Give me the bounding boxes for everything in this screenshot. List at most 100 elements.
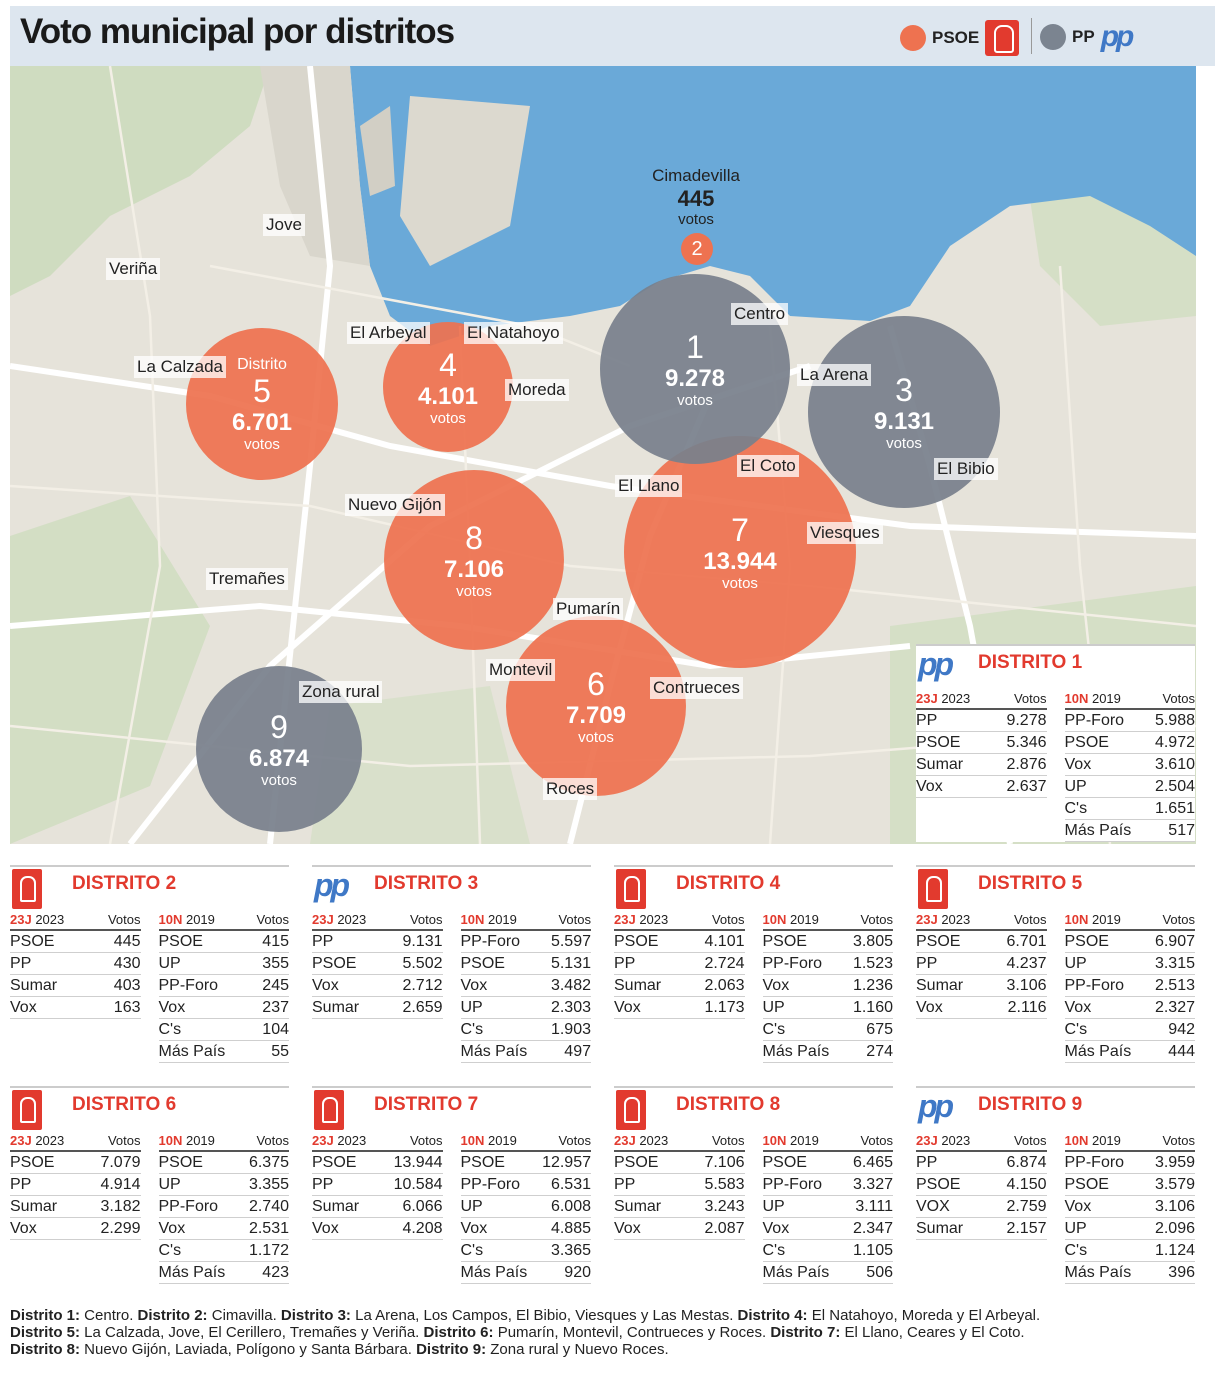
table-row: PSOE 4.101 xyxy=(614,931,745,953)
election-tag: 23J xyxy=(312,1133,334,1148)
legend-divider xyxy=(1031,18,1032,54)
column-election: 10N 2019 xyxy=(158,1133,215,1148)
party-name: PSOE xyxy=(614,1153,659,1171)
party-votes: 10.584 xyxy=(393,1175,443,1193)
election-tag: 10N xyxy=(158,912,183,927)
election-tag: 23J xyxy=(10,912,32,927)
table-row: Vox 2.299 xyxy=(10,1218,141,1240)
district-3-unit: votos xyxy=(886,434,922,452)
table-row: PP 9.131 xyxy=(312,931,443,953)
table-row: PP 5.583 xyxy=(614,1174,745,1196)
column-votes-label: Votos xyxy=(107,1133,141,1148)
district-table: DISTRITO 5 23J 2023 Votos PSOE 6.701 PP 4.237 S… xyxy=(916,865,1195,1063)
table-title: DISTRITO 3 xyxy=(374,873,479,894)
party-name: PSOE xyxy=(460,954,505,972)
party-votes: 5.502 xyxy=(402,954,443,972)
column-votes-label: Votos xyxy=(409,912,443,927)
footnote-value: El Natahoyo, Moreda y El Arbeyal. xyxy=(807,1307,1041,1324)
column-votes-label: Votos xyxy=(1013,691,1047,706)
footnote-value: Nuevo Gijón, Laviada, Polígono y Santa B… xyxy=(80,1341,417,1358)
party-votes: 3.106 xyxy=(1154,1197,1195,1215)
place-label: Zona rural xyxy=(299,681,383,703)
district-table: DISTRITO 7 23J 2023 Votos PSOE 13.944 PP 10.58… xyxy=(312,1086,591,1284)
party-votes: 2.299 xyxy=(100,1219,141,1237)
table-row: Vox 2.712 xyxy=(312,975,443,997)
column-votes-label: Votos xyxy=(1162,691,1195,706)
party-name: PP-Foro xyxy=(460,932,521,950)
table-row: Más País 517 xyxy=(1064,820,1195,842)
party-votes: 3.482 xyxy=(550,976,591,994)
column-header: 10N 2019 Votos xyxy=(158,1130,289,1152)
party-votes: 2.087 xyxy=(704,1219,745,1237)
table-row: Más País 396 xyxy=(1064,1262,1195,1284)
footnote-key: Distrito 9: xyxy=(416,1341,487,1358)
party-votes: 1.903 xyxy=(550,1020,591,1038)
party-name: PP-Foro xyxy=(460,1175,521,1193)
party-votes: 6.907 xyxy=(1154,932,1195,950)
party-votes: 2.759 xyxy=(1006,1197,1047,1215)
party-name: PSOE xyxy=(1064,1175,1109,1193)
column-election: 23J 2023 xyxy=(614,912,669,927)
table-row: C's 1.172 xyxy=(158,1240,289,1262)
district-4-unit: votos xyxy=(430,409,466,427)
party-name: Vox xyxy=(158,998,186,1016)
district-3-votes: 9.131 xyxy=(873,407,935,435)
right-column: 10N 2019 Votos PSOE 6.465 PP-Foro 3.327 UP 3.11… xyxy=(762,1130,893,1284)
district-7-number: 7 xyxy=(731,511,749,548)
party-name: C's xyxy=(1064,1241,1088,1259)
table-row: PP 9.278 xyxy=(916,710,1047,732)
table-row: PSOE 415 xyxy=(158,931,289,953)
footnote-key: Distrito 7: xyxy=(770,1324,841,1341)
party-votes: 2.303 xyxy=(550,998,591,1016)
place-label: Moreda xyxy=(505,379,569,401)
table-row: PP-Foro 1.523 xyxy=(762,953,893,975)
table-row: VOX 2.759 xyxy=(916,1196,1047,1218)
table-row: Más País 920 xyxy=(460,1262,591,1284)
party-name: PP-Foro xyxy=(762,1175,823,1193)
table-row: PSOE 6.375 xyxy=(158,1152,289,1174)
election-tag: 10N xyxy=(1064,1133,1089,1148)
party-name: C's xyxy=(762,1241,786,1259)
table-columns: 23J 2023 Votos PSOE 7.079 PP 4.914 Sumar 3.182 V… xyxy=(10,1130,289,1284)
pp-logo-icon: pp xyxy=(314,867,350,903)
table-row: PP-Foro 6.531 xyxy=(460,1174,591,1196)
table-header: pp DISTRITO 3 xyxy=(312,865,591,909)
table-row: UP 2.096 xyxy=(1064,1218,1195,1240)
table-row: Vox 2.637 xyxy=(916,776,1047,798)
table-row: Sumar 3.106 xyxy=(916,975,1047,997)
party-name: PSOE xyxy=(1064,932,1109,950)
table-row: Más País 497 xyxy=(460,1041,591,1063)
party-name: UP xyxy=(762,1197,785,1215)
party-name: UP xyxy=(1064,954,1087,972)
table-header: pp DISTRITO 1 xyxy=(916,644,1195,688)
party-votes: 1.523 xyxy=(852,954,893,972)
left-column: 23J 2023 Votos PP 6.874 PSOE 4.150 VOX 2.759 Sum… xyxy=(916,1130,1047,1284)
district-8-votes: 7.106 xyxy=(443,555,505,583)
party-votes: 4.101 xyxy=(704,932,745,950)
table-row: C's 675 xyxy=(762,1019,893,1041)
party-name: Vox xyxy=(762,976,790,994)
column-header: 10N 2019 Votos xyxy=(762,909,893,931)
table-row: Vox 2.116 xyxy=(916,997,1047,1019)
table-row: PP 430 xyxy=(10,953,141,975)
party-name: Sumar xyxy=(10,976,58,994)
footnote-key: Distrito 6: xyxy=(423,1324,494,1341)
table-row: PSOE 3.805 xyxy=(762,931,893,953)
party-votes: 445 xyxy=(113,932,141,950)
table-row: Vox 2.087 xyxy=(614,1218,745,1240)
cimadevilla-name: Cimadevilla xyxy=(652,166,740,185)
party-name: UP xyxy=(460,1197,483,1215)
column-election: 10N 2019 xyxy=(158,912,215,927)
place-label: Nuevo Gijón xyxy=(345,494,445,516)
election-tag: 10N xyxy=(762,1133,787,1148)
place-label: Centro xyxy=(731,303,789,325)
party-votes: 497 xyxy=(564,1042,591,1060)
column-election: 10N 2019 xyxy=(460,1133,517,1148)
table-row: Vox 2.531 xyxy=(158,1218,289,1240)
party-votes: 7.079 xyxy=(100,1153,141,1171)
legend-pp-label: PP xyxy=(1072,27,1095,46)
party-votes: 3.805 xyxy=(852,932,893,950)
column-election: 10N 2019 xyxy=(762,912,819,927)
footnote-key: Distrito 2: xyxy=(137,1307,208,1324)
table-header: DISTRITO 6 xyxy=(10,1086,289,1130)
